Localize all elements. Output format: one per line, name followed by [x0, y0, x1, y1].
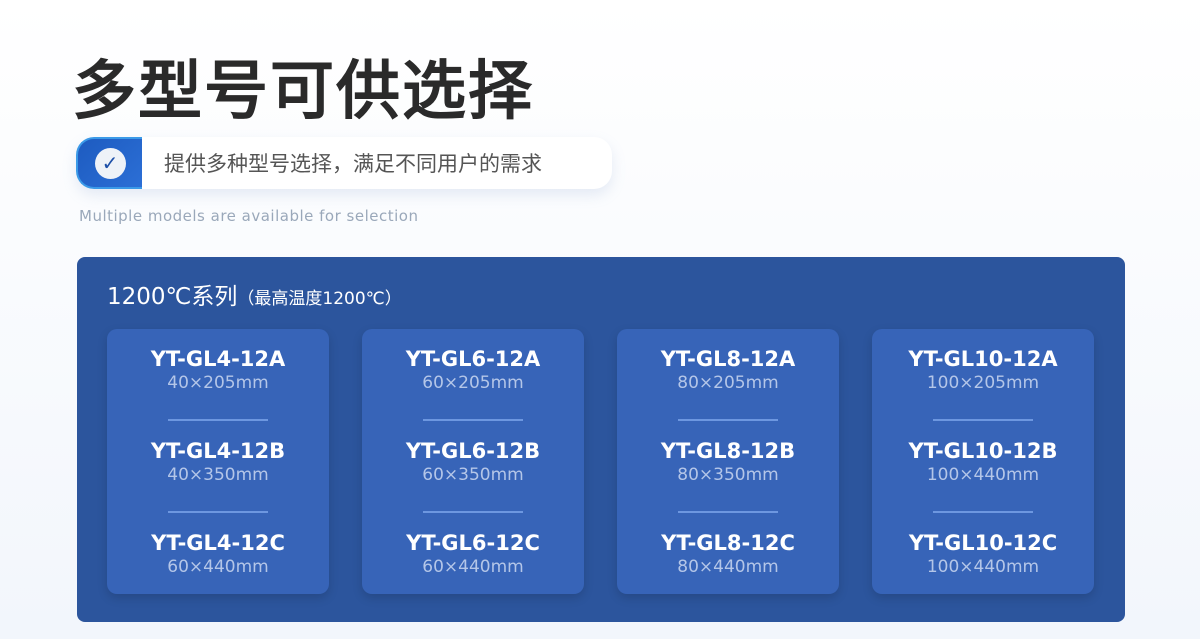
series-note: （最高温度1200℃）	[237, 289, 402, 309]
divider	[168, 511, 268, 513]
model-size: 80×205mm	[677, 373, 779, 393]
model-card: YT-GL4-12A 40×205mm YT-GL4-12B 40×350mm YT-G…	[107, 329, 329, 594]
model-size: 40×205mm	[167, 373, 269, 393]
model-item: YT-GL10-12C 100×440mm	[872, 513, 1094, 603]
model-name: YT-GL6-12A	[405, 347, 541, 371]
model-item: YT-GL8-12B 80×350mm	[617, 421, 839, 511]
divider	[933, 419, 1033, 421]
divider	[933, 511, 1033, 513]
subtitle-english: Multiple models are available for select…	[79, 207, 419, 225]
model-name: YT-GL8-12A	[660, 347, 796, 371]
model-name: YT-GL10-12C	[908, 531, 1058, 555]
model-size: 60×350mm	[422, 465, 524, 485]
model-item: YT-GL6-12B 60×350mm	[362, 421, 584, 511]
model-name: YT-GL8-12C	[661, 531, 795, 555]
model-item: YT-GL4-12C 60×440mm	[107, 513, 329, 603]
model-card: YT-GL10-12A 100×205mm YT-GL10-12B 100×440mm…	[872, 329, 1094, 594]
subtitle: 提供多种型号选择，满足不同用户的需求	[164, 152, 542, 176]
model-size: 80×350mm	[677, 465, 779, 485]
model-size: 80×440mm	[677, 557, 779, 577]
model-name: YT-GL6-12C	[406, 531, 540, 555]
model-size: 60×440mm	[422, 557, 524, 577]
model-card: YT-GL8-12A 80×205mm YT-GL8-12B 80×350mm YT-G…	[617, 329, 839, 594]
subtitle-badge: ✓ 提供多种型号选择，满足不同用户的需求	[76, 137, 612, 189]
divider	[678, 419, 778, 421]
model-name: YT-GL8-12B	[660, 439, 796, 463]
series-heading: 1200℃系列（最高温度1200℃）	[107, 277, 402, 311]
model-item: YT-GL4-12A 40×205mm	[107, 329, 329, 419]
model-size: 60×440mm	[167, 557, 269, 577]
model-size: 40×350mm	[167, 465, 269, 485]
model-item: YT-GL4-12B 40×350mm	[107, 421, 329, 511]
model-name: YT-GL6-12B	[405, 439, 541, 463]
model-item: YT-GL6-12A 60×205mm	[362, 329, 584, 419]
model-name: YT-GL10-12A	[908, 347, 1058, 371]
model-size: 100×205mm	[926, 373, 1040, 393]
model-item: YT-GL10-12A 100×205mm	[872, 329, 1094, 419]
model-size: 100×440mm	[926, 465, 1040, 485]
checkbox-badge: ✓	[76, 137, 142, 189]
series-panel: 1200℃系列（最高温度1200℃） YT-GL4-12A 40×205mm YT-…	[77, 257, 1125, 622]
model-size: 100×440mm	[926, 557, 1040, 577]
model-name: YT-GL4-12A	[150, 347, 286, 371]
model-item: YT-GL10-12B 100×440mm	[872, 421, 1094, 511]
check-icon: ✓	[94, 147, 126, 179]
model-name: YT-GL10-12B	[908, 439, 1058, 463]
series-title: 1200℃系列	[107, 284, 238, 310]
page-title: 多型号可供选择	[72, 54, 534, 129]
model-name: YT-GL4-12C	[151, 531, 285, 555]
model-item: YT-GL6-12C 60×440mm	[362, 513, 584, 603]
divider	[678, 511, 778, 513]
model-item: YT-GL8-12A 80×205mm	[617, 329, 839, 419]
model-item: YT-GL8-12C 80×440mm	[617, 513, 839, 603]
model-name: YT-GL4-12B	[150, 439, 286, 463]
divider	[423, 419, 523, 421]
divider	[423, 511, 523, 513]
model-card: YT-GL6-12A 60×205mm YT-GL6-12B 60×350mm YT-G…	[362, 329, 584, 594]
divider	[168, 419, 268, 421]
model-size: 60×205mm	[422, 373, 524, 393]
